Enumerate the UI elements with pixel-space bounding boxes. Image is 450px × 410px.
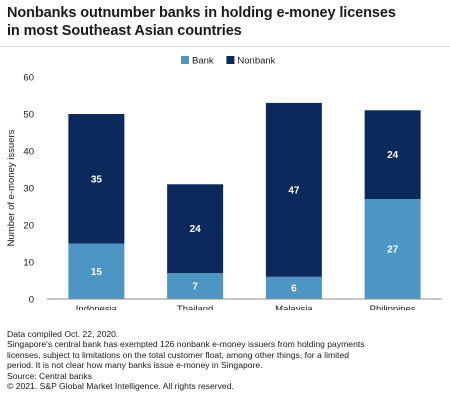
chart-legend: Bank Nonbank [181,56,276,67]
y-tick-label-20: 20 [23,221,34,232]
footnote-singapore-line-1: Singapore's central bank has exempted 12… [7,339,447,349]
data-label-philippines-bank: 27 [387,245,399,256]
data-label-malaysia-bank: 6 [291,283,297,294]
chart-title-line-1: Nonbanks outnumber banks in holding e-mo… [7,4,443,22]
y-tick-label-0: 0 [29,295,34,306]
data-label-thailand-nonbank: 24 [190,224,202,235]
x-tick-label-thailand: Thailand [177,304,213,310]
y-tick-label-60: 60 [23,73,34,84]
y-tick-label-40: 40 [23,147,34,158]
y-axis: 0 10 20 30 40 50 60 [23,73,34,306]
chart-title: Nonbanks outnumber banks in holding e-mo… [7,4,443,40]
y-tick-label-30: 30 [23,184,34,195]
stacked-bar-chart: Bank Nonbank Number of e-money issuers 0 1… [0,48,450,310]
x-tick-label-malaysia: Malaysia [275,304,313,310]
chart-title-line-2: in most Southeast Asian countries [7,22,443,40]
bars-group: 15 35 7 24 6 47 27 24 [68,103,420,299]
footnote-singapore-line-3: period. It is not clear how many banks i… [7,360,447,370]
y-axis-label: Number of e-money issuers [6,129,17,246]
x-tick-label-indonesia: Indonesia [76,304,118,310]
legend-label-nonbank: Nonbank [237,56,275,67]
footnote-date: Data compiled Oct. 22, 2020. [7,329,447,339]
y-tick-label-50: 50 [23,110,34,121]
data-label-indonesia-nonbank: 35 [91,174,103,185]
x-tick-label-philippines: Philippines [370,304,416,310]
legend-swatch-nonbank [226,56,234,64]
legend-swatch-bank [181,56,189,64]
footnote-singapore-line-2: licenses, subject to limitations on the … [7,350,447,360]
data-label-thailand-bank: 7 [192,282,198,293]
legend-label-bank: Bank [192,56,214,67]
data-label-malaysia-nonbank: 47 [288,185,300,196]
footnote-copyright: © 2021. S&P Global Market Intelligence. … [7,381,447,391]
x-axis: Indonesia Thailand Malaysia Philippines [47,299,442,310]
data-label-indonesia-bank: 15 [91,267,103,278]
title-divider [0,46,450,47]
footnote-source: Source: Central banks [7,371,447,381]
data-label-philippines-nonbank: 24 [387,150,399,161]
footnotes: Data compiled Oct. 22, 2020. Singapore's… [7,329,447,391]
y-tick-label-10: 10 [23,258,34,269]
